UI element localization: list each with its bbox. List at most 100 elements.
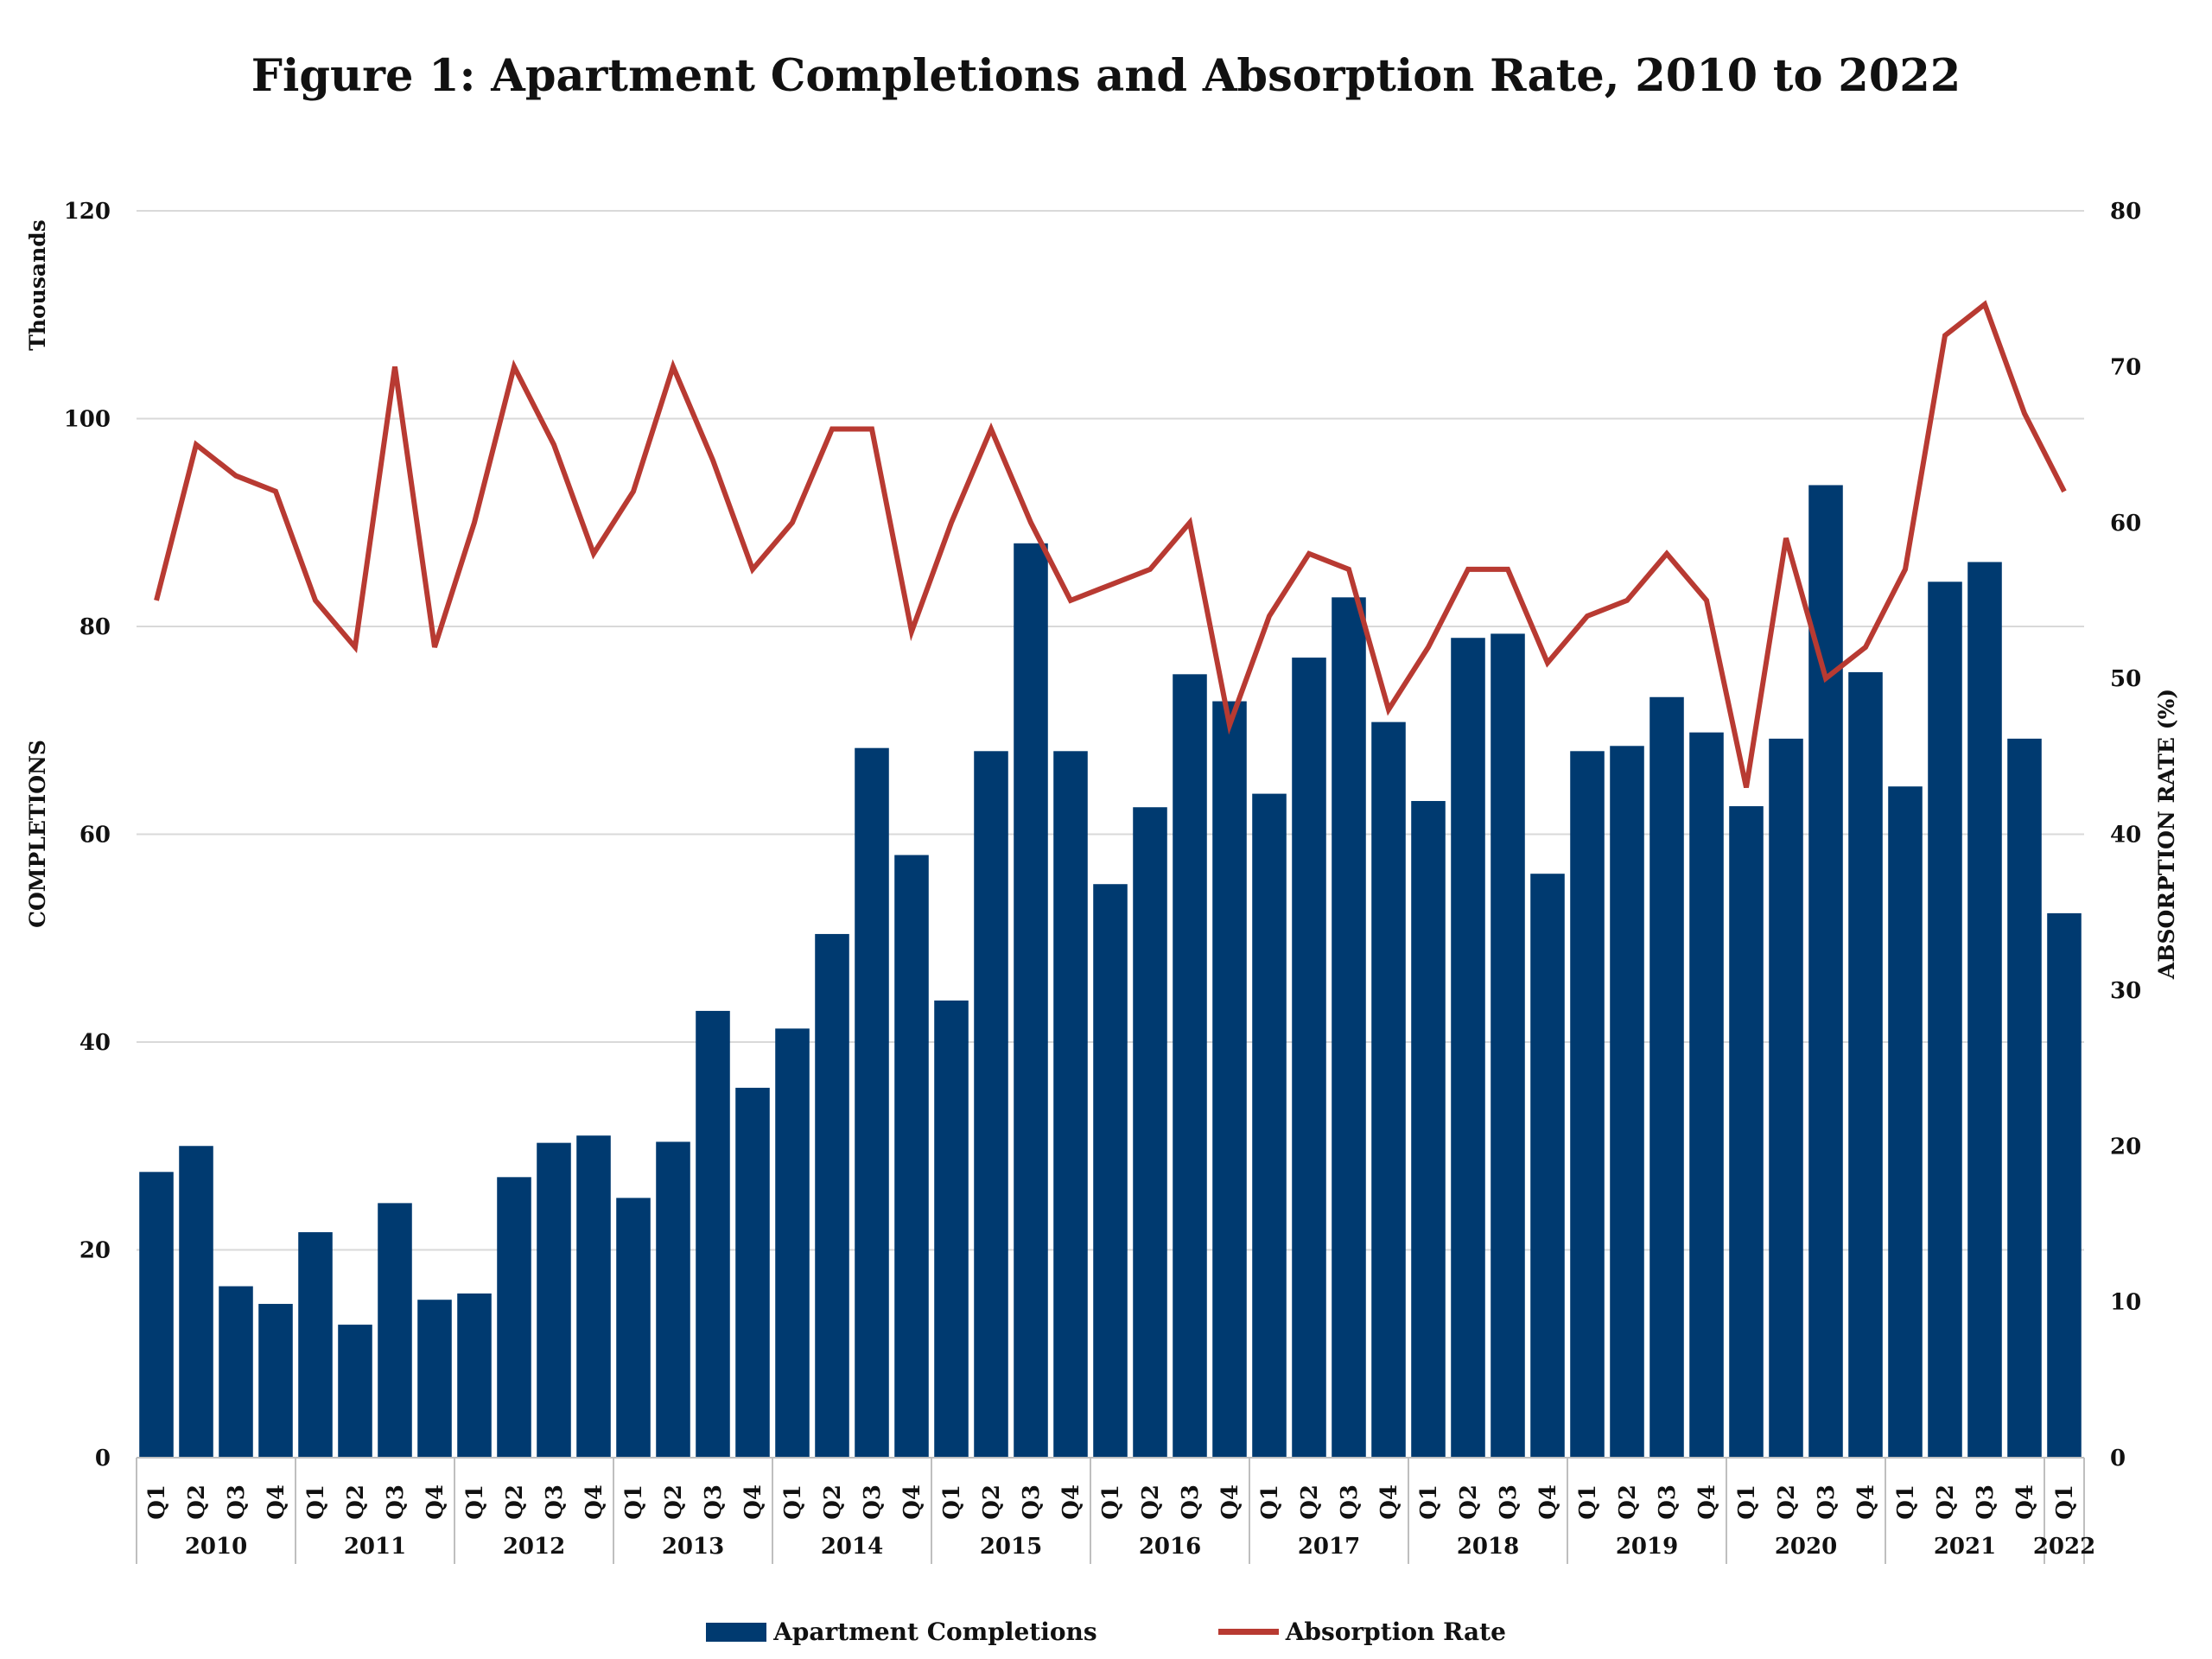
year-label: 2012 xyxy=(503,1534,565,1560)
x-tick-label: Q4 xyxy=(1217,1484,1243,1520)
y-right-axis-label: ABSORPTION RATE (%) xyxy=(2154,689,2179,980)
year-label: 2019 xyxy=(1616,1534,1678,1560)
y-left-tick-label: 60 xyxy=(79,823,111,849)
year-label: 2016 xyxy=(1139,1534,1201,1560)
x-tick-label: Q3 xyxy=(1973,1484,1999,1520)
x-tick-label: Q1 xyxy=(462,1484,488,1520)
bar xyxy=(378,1203,412,1458)
x-tick-label: Q2 xyxy=(1456,1484,1482,1520)
y-right-tick-label: 60 xyxy=(2110,511,2141,537)
bar xyxy=(1093,884,1128,1458)
legend-item-absorption: Absorption Rate xyxy=(1217,1618,1506,1646)
x-tick-label: Q1 xyxy=(780,1484,806,1520)
bar xyxy=(1411,801,1446,1458)
bar xyxy=(1689,732,1724,1458)
year-label: 2021 xyxy=(1934,1534,1996,1560)
x-tick-label: Q1 xyxy=(1257,1484,1283,1520)
y-right-tick-label: 20 xyxy=(2110,1134,2141,1160)
bar xyxy=(894,855,929,1458)
y-left-tick-label: 120 xyxy=(64,199,111,225)
year-label: 2017 xyxy=(1298,1534,1360,1560)
year-label: 2015 xyxy=(980,1534,1042,1560)
x-tick-label: Q2 xyxy=(661,1484,687,1520)
x-tick-label: Q3 xyxy=(1178,1484,1204,1520)
bar xyxy=(1530,874,1565,1458)
y-right-tick-label: 30 xyxy=(2110,978,2141,1004)
bar xyxy=(1053,751,1088,1458)
x-tick-label: Q1 xyxy=(1098,1484,1124,1520)
bar xyxy=(616,1198,651,1458)
bar xyxy=(1014,543,1048,1458)
x-tick-label: Q2 xyxy=(1774,1484,1800,1520)
year-label: 2010 xyxy=(185,1534,247,1560)
y-right-tick-label: 70 xyxy=(2110,354,2141,380)
y-left-tick-label: 100 xyxy=(64,407,111,433)
absorption-line xyxy=(154,300,2067,789)
bar xyxy=(298,1232,333,1458)
y-left-axis-label: COMPLETIONS xyxy=(25,740,50,928)
x-tick-label: Q4 xyxy=(899,1484,925,1520)
y-right-tick-label: 80 xyxy=(2110,199,2141,225)
legend-swatch-bar xyxy=(706,1622,767,1642)
year-label: 2020 xyxy=(1775,1534,1837,1560)
y-left-unit-label: Thousands xyxy=(25,219,50,351)
x-tick-label: Q1 xyxy=(939,1484,965,1520)
bar xyxy=(1928,582,1962,1458)
x-tick-label: Q2 xyxy=(1933,1484,1959,1520)
x-tick-label: Q1 xyxy=(621,1484,647,1520)
x-tick-label: Q2 xyxy=(1138,1484,1164,1520)
x-tick-label: Q4 xyxy=(1853,1484,1879,1520)
y-left-tick-label: 40 xyxy=(79,1030,111,1056)
chart-title: Figure 1: Apartment Completions and Abso… xyxy=(251,50,1961,102)
x-tick-label: Q3 xyxy=(383,1484,409,1520)
x-tick-label: Q4 xyxy=(1535,1484,1561,1520)
x-tick-label: Q4 xyxy=(741,1484,766,1520)
bar xyxy=(1491,633,1525,1458)
x-tick-label: Q4 xyxy=(1376,1484,1402,1520)
bar xyxy=(457,1294,492,1458)
bar xyxy=(258,1304,293,1458)
x-tick-label: Q1 xyxy=(1893,1484,1919,1520)
y-left-tick-label: 20 xyxy=(79,1238,111,1264)
x-tick-label: Q4 xyxy=(1694,1484,1720,1520)
x-tick-label: Q2 xyxy=(820,1484,846,1520)
bar xyxy=(1292,658,1326,1458)
bar xyxy=(1649,696,1684,1458)
x-tick-label: Q2 xyxy=(1297,1484,1323,1520)
bar xyxy=(1729,806,1764,1458)
bar xyxy=(735,1087,770,1458)
bar xyxy=(855,747,889,1458)
legend: Apartment Completions Absorption Rate xyxy=(0,1618,2212,1646)
bar xyxy=(1610,746,1644,1458)
x-tick-label: Q1 xyxy=(144,1484,170,1520)
bar xyxy=(1332,597,1366,1458)
x-tick-label: Q1 xyxy=(1734,1484,1760,1520)
bar xyxy=(338,1325,372,1458)
x-tick-label: Q1 xyxy=(2052,1484,2078,1520)
x-tick-label: Q4 xyxy=(582,1484,607,1520)
legend-label-absorption: Absorption Rate xyxy=(1285,1618,1506,1646)
y-right-tick-label: 40 xyxy=(2110,823,2141,849)
x-tick-label: Q2 xyxy=(979,1484,1005,1520)
year-label: 2011 xyxy=(344,1534,406,1560)
bar xyxy=(1173,674,1207,1458)
bar xyxy=(696,1010,730,1458)
legend-label-completions: Apartment Completions xyxy=(773,1618,1097,1646)
x-tick-label: Q2 xyxy=(184,1484,210,1520)
year-label: 2014 xyxy=(821,1534,883,1560)
y-right-tick-label: 10 xyxy=(2110,1290,2141,1316)
x-tick-label: Q4 xyxy=(1058,1484,1084,1520)
bar xyxy=(974,751,1008,1458)
bar xyxy=(537,1142,571,1458)
x-tick-label: Q3 xyxy=(1496,1484,1522,1520)
bar xyxy=(1967,562,2002,1458)
bar xyxy=(1848,671,1883,1458)
year-label: 2018 xyxy=(1457,1534,1519,1560)
y-right-tick-label: 0 xyxy=(2110,1446,2126,1471)
x-tick-label: Q3 xyxy=(1337,1484,1363,1520)
y-left-tick-label: 0 xyxy=(95,1446,111,1471)
bar xyxy=(1133,807,1167,1458)
bar xyxy=(1252,793,1287,1458)
x-tick-label: Q4 xyxy=(264,1484,289,1520)
x-tick-label: Q3 xyxy=(224,1484,250,1520)
